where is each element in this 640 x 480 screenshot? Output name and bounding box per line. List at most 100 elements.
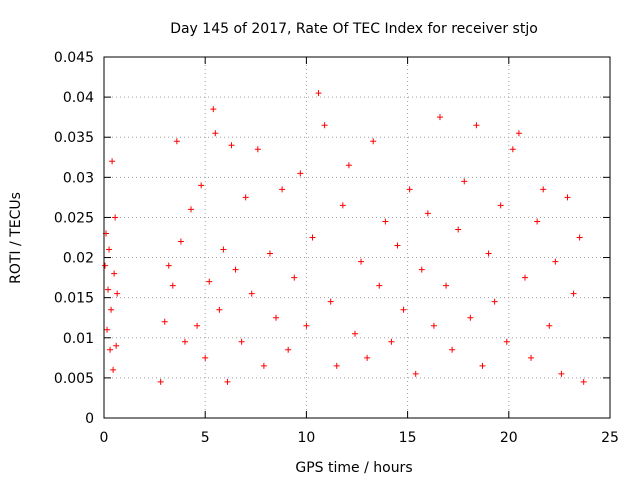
data-point [521,274,528,281]
data-point [114,290,121,297]
data-point [303,322,310,329]
chart-title: Day 145 of 2017, Rate Of TEC Index for r… [170,21,538,37]
data-point [534,218,541,225]
x-tick-label: 15 [399,430,417,446]
data-point [224,378,231,385]
data-point [105,286,112,293]
data-point [358,258,365,265]
data-point [580,378,587,385]
data-point [113,342,120,349]
data-point [400,306,407,313]
x-tick-label: 0 [100,430,109,446]
data-point [157,378,164,385]
data-point [546,322,553,329]
data-point [260,362,267,369]
data-point [108,306,115,313]
data-point [424,210,431,217]
data-point [173,138,180,145]
data-point [202,354,209,361]
data-point [327,298,334,305]
data-point [177,238,184,245]
data-point [238,338,245,345]
data-point [279,186,286,193]
data-point [220,246,227,253]
data-point [210,106,217,113]
data-point [406,186,413,193]
data-point [212,130,219,137]
y-tick-label: 0.025 [54,210,94,226]
data-point [110,366,117,373]
data-point [430,322,437,329]
data-point [285,346,292,353]
data-point [297,170,304,177]
data-point [485,250,492,257]
axis-ticks: 0 0.005 0.01 0.015 0.02 0.025 0.03 0.035 0.04 0.0… [54,50,619,446]
data-point [418,266,425,273]
data-point [273,314,280,321]
y-tick-label: 0.04 [63,90,94,106]
data-point [503,338,510,345]
data-point [232,266,239,273]
data-point [165,262,172,269]
y-tick-label: 0.015 [54,291,94,307]
data-point [112,214,119,221]
data-point [443,282,450,289]
data-point [388,338,395,345]
data-point [111,270,118,277]
data-point [161,318,168,325]
data-point [479,362,486,369]
data-point [198,182,205,189]
data-point [291,274,298,281]
data-point [515,130,522,137]
y-tick-label: 0 [85,411,94,427]
data-point [107,346,114,353]
data-point [102,262,109,269]
data-point [558,370,565,377]
y-tick-label: 0.01 [63,331,94,347]
plot-frame [103,56,611,419]
data-point [540,186,547,193]
data-point [169,282,176,289]
data-point [364,354,371,361]
x-axis-label: GPS time / hours [295,460,412,476]
data-point [394,242,401,249]
grid-lines [104,57,610,418]
data-point [552,258,559,265]
data-points [102,90,587,385]
x-tick-label: 20 [500,430,518,446]
data-point [228,142,235,149]
data-point [564,194,571,201]
data-point [188,206,195,213]
data-point [467,314,474,321]
x-tick-label: 10 [297,430,315,446]
data-point [315,90,322,97]
data-point [194,322,201,329]
data-point [333,362,340,369]
data-point [509,146,516,153]
data-point [104,326,111,333]
data-point [473,122,480,129]
data-point [309,234,316,241]
data-point [216,306,223,313]
data-point [181,338,188,345]
data-point [528,354,535,361]
y-tick-label: 0.045 [54,50,94,66]
data-point [576,234,583,241]
data-point [206,278,213,285]
data-point [254,146,261,153]
data-point [449,346,456,353]
data-point [242,194,249,201]
data-point [497,202,504,209]
y-tick-label: 0.035 [54,130,94,146]
data-point [370,138,377,145]
y-tick-label: 0.005 [54,371,94,387]
data-point [266,250,273,257]
y-axis-label: ROTI / TECUs [8,192,24,284]
data-point [491,298,498,305]
data-point [321,122,328,129]
data-point [376,282,383,289]
data-point [345,162,352,169]
data-point [412,370,419,377]
data-point [455,226,462,233]
